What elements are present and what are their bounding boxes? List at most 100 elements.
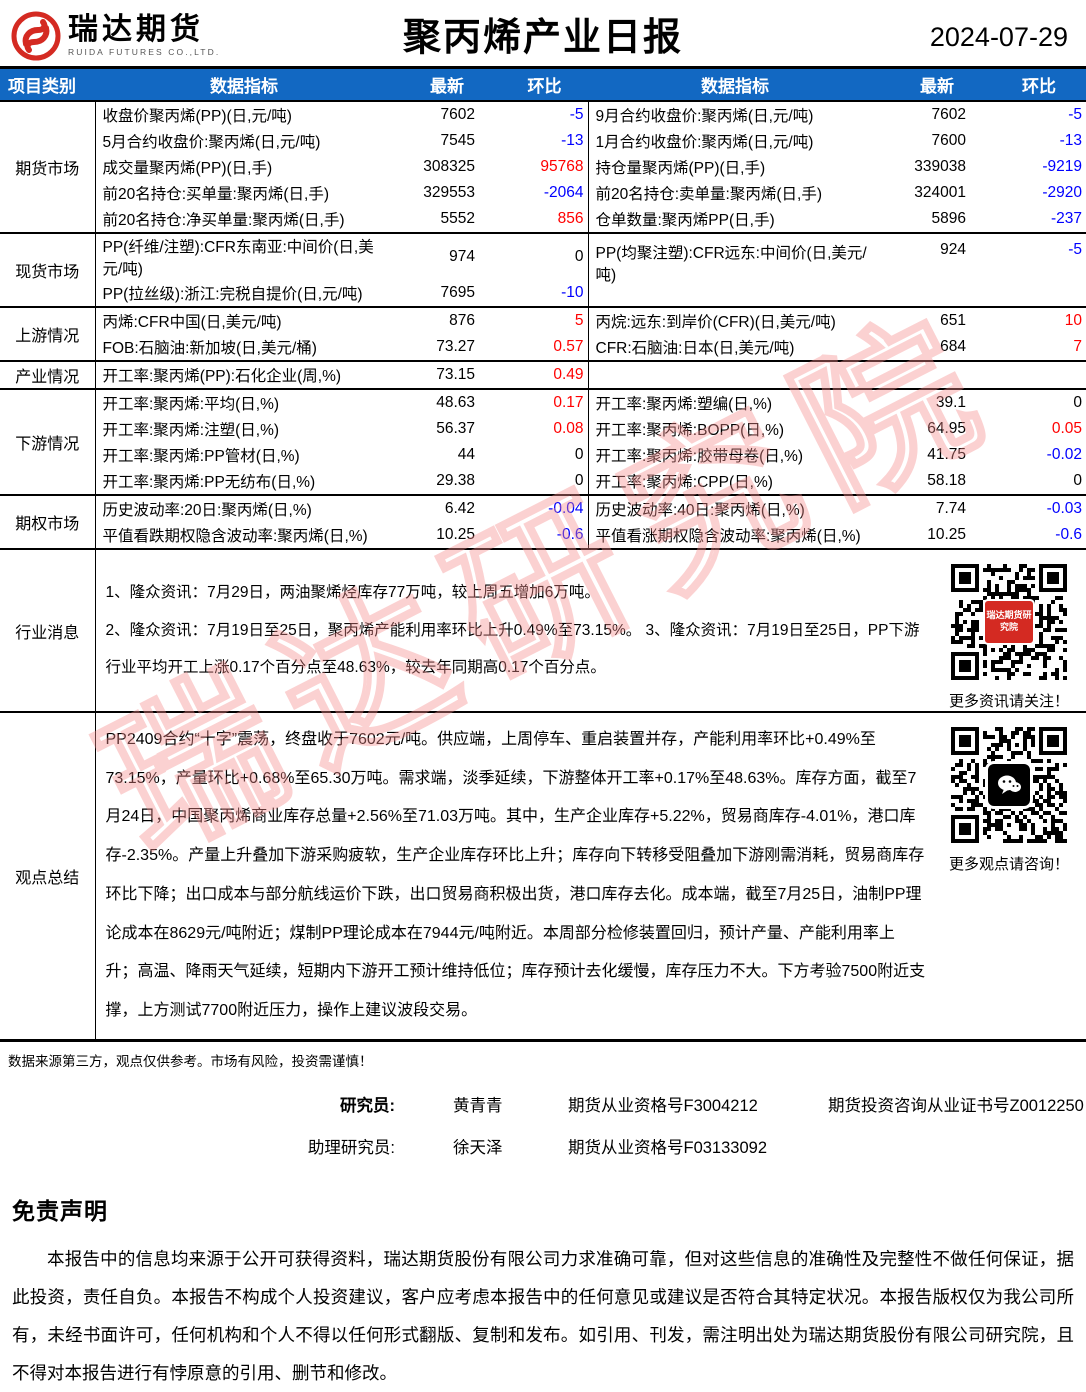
table-row: 现货市场 PP(纤维/注塑):CFR东南亚:中间价(日,美元/吨) 974 0 … <box>0 233 1086 307</box>
section-news: 行业消息 1、隆众资讯：7月29日，两油聚烯烃库存77万吨，较上周五增加6万吨。… <box>0 549 1086 712</box>
change-value: 5 <box>574 312 584 329</box>
table-row: 5月合约收盘价:聚丙烯(日,元/吨) 7545 -13 1月合约收盘价:聚丙烯(… <box>0 128 1086 154</box>
indicator-label: PP(纤维/注塑):CFR东南亚:中间价(日,美元/吨) <box>102 239 374 278</box>
indicator-label: FOB:石脑油:新加坡(日,美元/桶) <box>102 340 317 357</box>
qr-caption: 更多资讯请关注！ <box>948 693 1069 710</box>
latest-value: 308325 <box>423 158 475 175</box>
indicator-label: 丙烷:远东:到岸价(CFR)(日,美元/吨) <box>587 307 882 334</box>
report-table: 项目类别 数据指标 最新 环比 数据指标 最新 环比 期货市场 收盘价聚丙烯(P… <box>0 66 1086 1042</box>
researcher-name: 徐天泽 <box>453 1138 503 1157</box>
table-row: 行业消息 1、隆众资讯：7月29日，两油聚烯烃库存77万吨，较上周五增加6万吨。… <box>0 549 1086 712</box>
report-date: 2024-07-29 <box>929 22 1068 52</box>
change-value: -0.6 <box>556 526 584 543</box>
table-row: 产业情况 开工率:聚丙烯(PP):石化企业(周,%) 73.15 0.49 <box>0 361 1086 389</box>
researcher-label: 助理研究员: <box>307 1138 395 1157</box>
change-value: 95768 <box>540 158 584 175</box>
table-row: 开工率:聚丙烯:PP管材(日,%) 44 0 开工率:聚丙烯:胶带母卷(日,%)… <box>0 442 1086 468</box>
qr-center-badge: 瑞达期货研究院 <box>983 599 1035 645</box>
latest-value <box>882 361 992 389</box>
researcher-row: 助理研究员: 徐天泽 期货从业资格号F03133092 <box>0 1134 1086 1158</box>
section-label: 产业情况 <box>0 361 96 389</box>
indicator-label: 前20名持仓:买单量:聚丙烯(日,手) <box>102 186 329 203</box>
indicator-label: 成交量聚丙烯(PP)(日,手) <box>102 160 273 177</box>
latest-value: 73.15 <box>436 366 475 383</box>
indicator-label: 丙烯:CFR中国(日,美元/吨) <box>102 314 282 331</box>
section-view: 观点总结 PP2409合约“十字”震荡，终盘收于7602元/吨。供应端，上周停车… <box>0 712 1086 1041</box>
indicator-label: 1月合约收盘价:聚丙烯(日,元/吨) <box>587 128 882 154</box>
col-change-right: 环比 <box>992 67 1086 101</box>
change-value: 0 <box>574 446 584 463</box>
researcher-cert: 期货投资咨询从业证书号Z0012250 <box>828 1096 1084 1115</box>
latest-value: 339038 <box>914 158 966 175</box>
indicator-label: CFR:石脑油:日本(日,美元/吨) <box>587 334 882 361</box>
table-row: 期权市场 历史波动率:20日:聚丙烯(日,%) 6.42 -0.04 历史波动率… <box>0 495 1086 549</box>
section-upstream: 上游情况 丙烯:CFR中国(日,美元/吨) 876 5 丙烷:远东:到岸价(CF… <box>0 307 1086 361</box>
change-value: -2064 <box>543 184 584 201</box>
brand-name: 瑞达期货 <box>68 13 204 46</box>
disclaimer-title: 免责声明 <box>12 1197 108 1224</box>
change-value: 10 <box>1064 312 1082 329</box>
indicator-label: 历史波动率:40日:聚丙烯(日,%) <box>587 495 882 522</box>
section-label: 上游情况 <box>0 307 96 361</box>
change-value: 7 <box>1073 338 1082 355</box>
change-value: -0.03 <box>1046 500 1082 517</box>
latest-value: 651 <box>940 312 966 329</box>
researcher-label: 研究员: <box>340 1096 395 1115</box>
latest-value: 7.74 <box>935 500 966 517</box>
table-row: 观点总结 PP2409合约“十字”震荡，终盘收于7602元/吨。供应端，上周停车… <box>0 712 1086 1041</box>
change-value: 0 <box>574 472 584 489</box>
col-change-left: 环比 <box>501 67 588 101</box>
indicator-label <box>587 361 882 389</box>
disclaimer-body: 本报告中的信息均来源于公开可获得资料，瑞达期货股份有限公司力求准确可靠，但对这些… <box>12 1248 1074 1384</box>
wechat-icon <box>985 761 1033 809</box>
change-value: -5 <box>1068 106 1082 123</box>
latest-value: 876 <box>449 312 475 329</box>
section-downstream: 下游情况 开工率:聚丙烯:平均(日,%) 48.63 0.17 开工率:聚丙烯:… <box>0 389 1086 495</box>
change-value: -9219 <box>1042 158 1082 175</box>
table-row: FOB:石脑油:新加坡(日,美元/桶) 73.27 0.57 CFR:石脑油:日… <box>0 334 1086 361</box>
indicator-label: 9月合约收盘价:聚丙烯(日,元/吨) <box>587 101 882 128</box>
col-latest-left: 最新 <box>393 67 501 101</box>
latest-value: 7600 <box>931 132 966 149</box>
change-value: 0.57 <box>553 338 584 355</box>
qr-code-view <box>951 727 1067 843</box>
change-value: 0.08 <box>553 420 584 437</box>
change-value: 0 <box>1073 394 1082 411</box>
indicator-label: 开工率:聚丙烯:平均(日,%) <box>102 396 280 413</box>
table-row: 前20名持仓:买单量:聚丙烯(日,手) 329553 -2064 前20名持仓:… <box>0 180 1086 206</box>
change-value: 0 <box>1073 472 1082 489</box>
section-futures: 期货市场 收盘价聚丙烯(PP)(日,元/吨) 7602 -5 9月合约收盘价:聚… <box>0 101 1086 233</box>
change-value: -0.04 <box>548 500 584 517</box>
latest-value: 6.42 <box>444 500 475 517</box>
change-value: -13 <box>1059 132 1082 149</box>
news-text: 1、隆众资讯：7月29日，两油聚烯烃库存77万吨，较上周五增加6万吨。 2、隆众… <box>96 550 941 711</box>
change-value: -5 <box>569 106 584 123</box>
indicator-label: PP(均聚注塑):CFR远东:中间价(日,美元/吨) <box>587 233 882 307</box>
report-header: 瑞达期货 RUIDA FUTURES CO.,LTD. 聚丙烯产业日报 2024… <box>0 0 1086 66</box>
latest-value: 64.95 <box>927 420 966 437</box>
researcher-cert: 期货从业资格号F3004212 <box>568 1096 758 1115</box>
latest-value: 56.37 <box>436 420 475 437</box>
table-row: 开工率:聚丙烯:PP无纺布(日,%) 29.38 0 开工率:聚丙烯:CPP(日… <box>0 468 1086 495</box>
table-row: 成交量聚丙烯(PP)(日,手) 308325 95768 持仓量聚丙烯(PP)(… <box>0 154 1086 180</box>
indicator-label: 持仓量聚丙烯(PP)(日,手) <box>587 154 882 180</box>
section-label: 现货市场 <box>0 233 96 307</box>
latest-value: 7602 <box>931 106 966 123</box>
col-category: 项目类别 <box>0 67 95 101</box>
section-spot: 现货市场 PP(纤维/注塑):CFR东南亚:中间价(日,美元/吨) 974 0 … <box>0 233 1086 307</box>
latest-value: 10.25 <box>927 526 966 543</box>
col-indicator-left: 数据指标 <box>95 67 393 101</box>
researcher-row: 研究员: 黄青青 期货从业资格号F3004212 期货投资咨询从业证书号Z001… <box>0 1092 1086 1116</box>
researcher-cert: 期货从业资格号F03133092 <box>568 1138 767 1157</box>
indicator-label: 开工率:聚丙烯(PP):石化企业(周,%) <box>102 368 342 385</box>
latest-value: 5896 <box>931 210 966 227</box>
indicator-label: 仓单数量:聚丙烯PP(日,手) <box>587 206 882 233</box>
latest-value: 44 <box>457 446 475 463</box>
latest-value: 29.38 <box>436 472 475 489</box>
section-label: 期货市场 <box>0 101 96 233</box>
news-item: 1、隆众资讯：7月29日，两油聚烯烃库存77万吨，较上周五增加6万吨。 <box>105 583 600 601</box>
latest-value: 7695 <box>440 284 475 301</box>
section-options: 期权市场 历史波动率:20日:聚丙烯(日,%) 6.42 -0.04 历史波动率… <box>0 495 1086 549</box>
researcher-block: 研究员: 黄青青 期货从业资格号F3004212 期货投资咨询从业证书号Z001… <box>0 1092 1086 1158</box>
indicator-label: 前20名持仓:净买单量:聚丙烯(日,手) <box>102 212 345 229</box>
